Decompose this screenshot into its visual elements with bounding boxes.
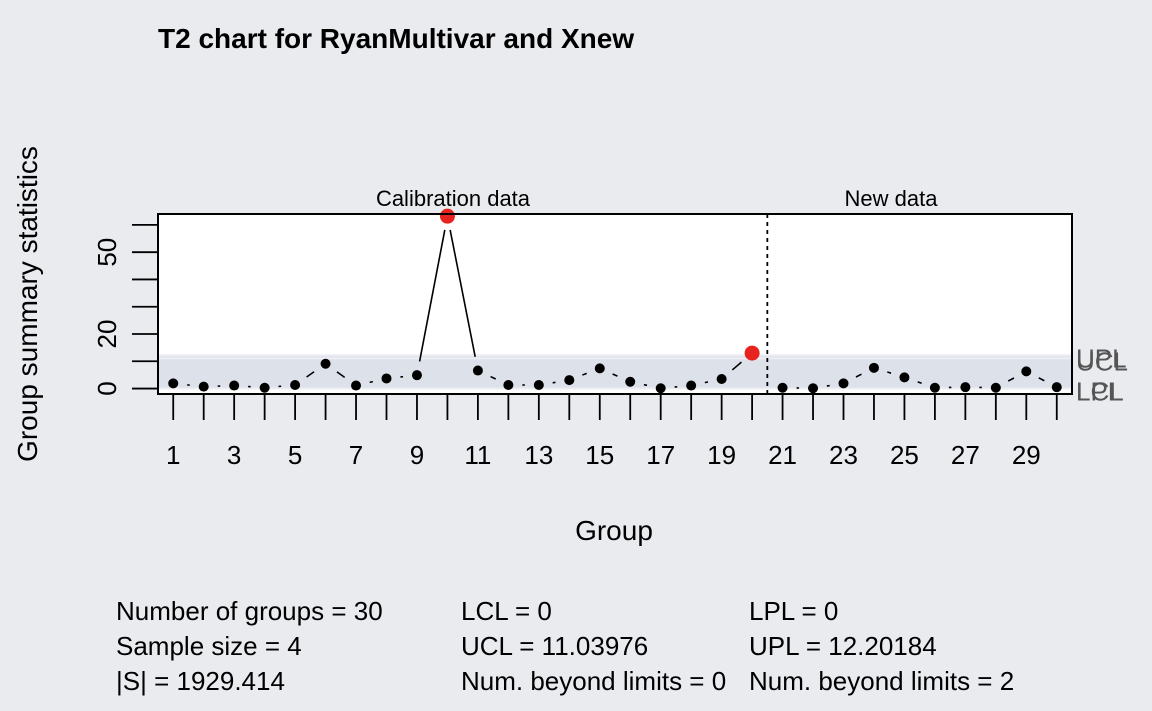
data-point — [990, 382, 1001, 393]
data-point — [808, 383, 819, 394]
stats-column-prediction-limits: LPL = 0 UPL = 12.20184 Num. beyond limit… — [749, 594, 1014, 699]
stat-beyond-control-limits: Num. beyond limits = 0 — [461, 666, 727, 696]
data-point — [259, 382, 270, 393]
x-tick-label: 15 — [585, 440, 614, 470]
data-point — [594, 363, 605, 374]
x-tick-label: 9 — [410, 440, 424, 470]
series-segment — [418, 229, 446, 362]
series-segment — [643, 383, 648, 387]
stat-upl: UPL = 12.20184 — [749, 631, 937, 661]
series-segment — [612, 373, 618, 377]
x-tick-label: 29 — [1012, 440, 1041, 470]
data-point — [777, 382, 788, 393]
data-point — [655, 383, 666, 394]
x-tick-label: 19 — [707, 440, 736, 470]
series-segment — [704, 381, 709, 384]
stat-beyond-prediction-limits: Num. beyond limits = 2 — [749, 666, 1015, 696]
data-point — [168, 378, 179, 389]
stat-ucl: UCL = 11.03976 — [461, 631, 649, 661]
x-tick-label: 3 — [227, 440, 241, 470]
data-point — [411, 370, 422, 381]
x-tick-label: 11 — [464, 440, 491, 470]
series-segment — [490, 375, 497, 380]
stats-column-groups: Number of groups = 30 Sample size = 4 |S… — [116, 594, 383, 699]
x-tick-label: 7 — [349, 440, 363, 470]
data-point — [868, 362, 879, 373]
x-tick-label: 23 — [829, 440, 858, 470]
series-segment — [917, 381, 922, 384]
data-point — [899, 372, 910, 383]
stats-column-control-limits: LCL = 0 UCL = 11.03976 Num. beyond limit… — [461, 594, 726, 699]
data-point — [533, 380, 544, 390]
stat-determinant: |S| = 1929.414 — [116, 666, 285, 696]
series-segment — [306, 371, 315, 378]
series-segment — [1007, 377, 1015, 382]
data-point — [381, 373, 392, 384]
data-point — [290, 380, 301, 390]
series-segment — [855, 373, 862, 378]
stat-lcl: LCL = 0 — [461, 596, 552, 626]
chart-title: T2 chart for RyanMultivar and Xnew — [158, 23, 634, 54]
out-of-control-point — [744, 345, 760, 361]
x-tick-label: 5 — [288, 440, 302, 470]
y-tick-label: 0 — [92, 381, 122, 395]
x-axis-label: Group — [575, 515, 653, 546]
data-point — [198, 381, 209, 392]
data-point — [686, 380, 697, 391]
lcl-label: LCL — [1076, 377, 1124, 407]
out-of-control-point — [439, 208, 455, 224]
series-segment — [336, 371, 346, 379]
stat-sample-size: Sample size = 4 — [116, 631, 302, 661]
data-point — [229, 380, 240, 391]
data-point — [351, 380, 362, 391]
x-tick-label: 25 — [890, 440, 919, 470]
stat-number-of-groups: Number of groups = 30 — [116, 596, 383, 626]
data-point — [929, 382, 940, 393]
y-axis-label: Group summary statistics — [12, 146, 43, 462]
data-point — [320, 358, 331, 369]
series-segment — [369, 380, 374, 384]
data-point — [960, 382, 971, 393]
data-point — [1021, 366, 1032, 377]
x-tick-label: 21 — [768, 440, 797, 470]
x-tick-label: 17 — [646, 440, 675, 470]
series-segment — [731, 361, 742, 371]
series-segment — [1038, 377, 1045, 382]
x-tick-label: 27 — [951, 440, 980, 470]
lpl-label: LPL — [1076, 377, 1122, 407]
data-point — [564, 375, 575, 386]
data-point — [472, 365, 483, 376]
upl-label: UPL — [1076, 343, 1127, 373]
data-point — [625, 376, 636, 387]
stat-lpl: LPL = 0 — [749, 596, 839, 626]
new-data-label: New data — [845, 186, 939, 211]
data-point — [1051, 382, 1062, 393]
calibration-label: Calibration data — [376, 186, 531, 211]
data-point — [838, 378, 849, 389]
series-segment — [449, 229, 476, 357]
series-segment — [887, 371, 892, 374]
data-point — [503, 380, 514, 390]
y-tick-label: 50 — [92, 238, 122, 267]
ucl-label: UCL — [1076, 346, 1128, 376]
y-tick-label: 20 — [92, 320, 122, 349]
data-point — [716, 374, 727, 384]
x-tick-label: 13 — [524, 440, 553, 470]
x-tick-label: 1 — [166, 440, 180, 470]
series-segment — [582, 372, 587, 376]
